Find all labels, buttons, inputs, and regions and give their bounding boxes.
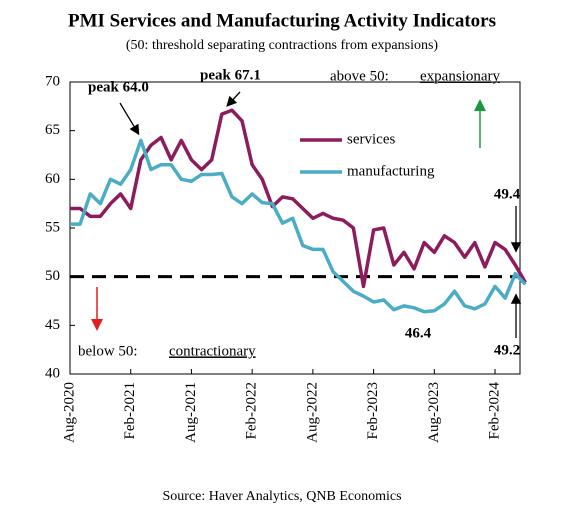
x-tick-label: Feb-2023 bbox=[365, 382, 381, 440]
legend-label: services bbox=[347, 131, 395, 147]
x-tick-label: Aug-2020 bbox=[61, 382, 77, 443]
x-tick-label: Aug-2022 bbox=[304, 382, 320, 443]
series-line bbox=[70, 138, 527, 314]
source: Source: Haver Analytics, QNB Economics bbox=[162, 489, 401, 504]
annotation: expansionary bbox=[420, 68, 500, 84]
y-tick-label: 65 bbox=[45, 122, 60, 138]
annotation: above 50: bbox=[330, 68, 389, 84]
x-tick-label: Feb-2022 bbox=[244, 382, 260, 440]
y-tick-label: 45 bbox=[45, 317, 60, 333]
x-tick-label: Aug-2023 bbox=[426, 382, 442, 443]
annotation: contractionary bbox=[169, 343, 256, 359]
annotation: peak 64.0 bbox=[88, 79, 149, 95]
arrow bbox=[119, 102, 140, 136]
x-tick-label: Feb-2021 bbox=[122, 382, 138, 440]
y-tick-label: 50 bbox=[45, 268, 60, 284]
y-tick-label: 70 bbox=[45, 73, 60, 89]
annotation: 49.4 bbox=[494, 186, 521, 202]
y-tick-label: 40 bbox=[45, 365, 60, 381]
x-tick-label: Aug-2021 bbox=[183, 382, 199, 443]
annotation: 46.4 bbox=[405, 325, 432, 341]
arrow bbox=[226, 91, 241, 107]
y-tick-label: 55 bbox=[45, 219, 60, 235]
chart-subtitle: (50: threshold separating contractions f… bbox=[126, 38, 439, 53]
y-tick-label: 60 bbox=[45, 171, 60, 187]
chart-title: PMI Services and Manufacturing Activity … bbox=[68, 10, 496, 31]
annotation: 49.2 bbox=[494, 342, 520, 358]
annotation: below 50: bbox=[78, 343, 138, 359]
legend-label: manufacturing bbox=[347, 163, 435, 179]
x-tick-label: Feb-2024 bbox=[486, 382, 502, 440]
series-line bbox=[70, 108, 527, 289]
annotation: peak 67.1 bbox=[200, 67, 261, 83]
